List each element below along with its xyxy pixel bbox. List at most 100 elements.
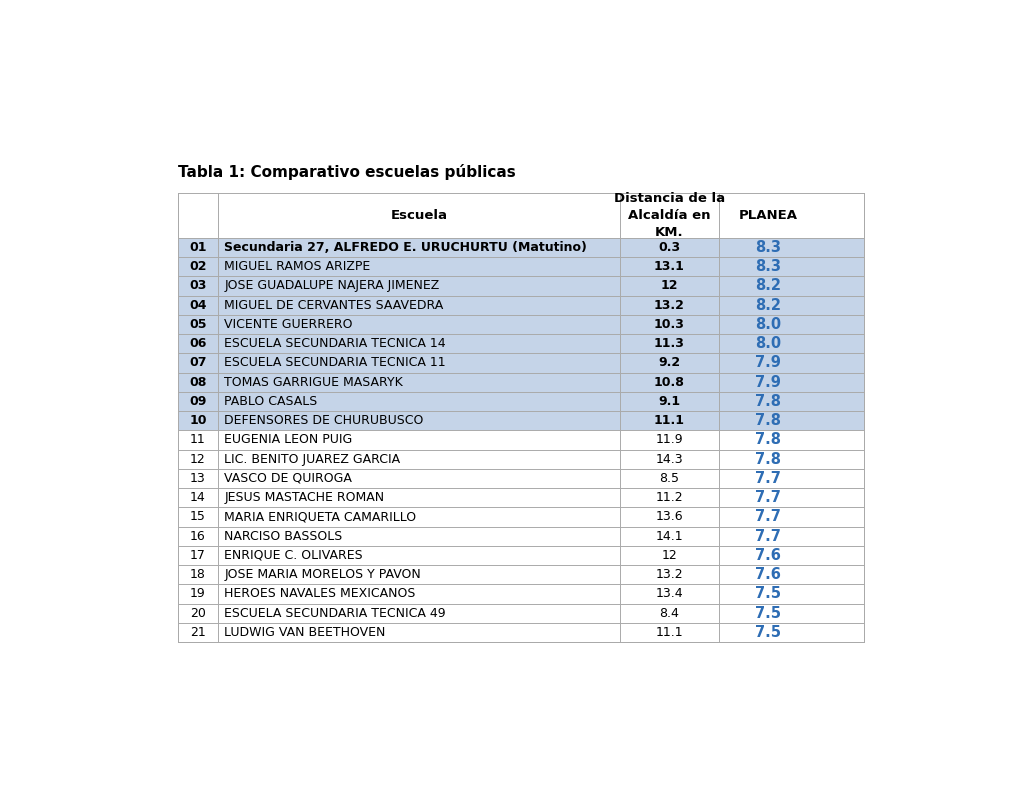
Text: MIGUEL RAMOS ARIZPE: MIGUEL RAMOS ARIZPE [224,260,370,273]
Text: 8.4: 8.4 [658,607,679,619]
Bar [177,546,863,565]
Text: 13.6: 13.6 [655,511,683,523]
Bar [177,430,863,449]
Text: HEROES NAVALES MEXICANOS: HEROES NAVALES MEXICANOS [224,587,416,600]
Text: JOSE MARIA MORELOS Y PAVON: JOSE MARIA MORELOS Y PAVON [224,568,421,582]
Text: 7.8: 7.8 [755,452,781,466]
Text: 13.4: 13.4 [655,587,683,600]
Text: NARCISO BASSOLS: NARCISO BASSOLS [224,530,342,543]
Text: 8.0: 8.0 [755,336,781,351]
Text: ENRIQUE C. OLIVARES: ENRIQUE C. OLIVARES [224,549,363,562]
Text: 7.7: 7.7 [755,509,781,524]
Text: 16: 16 [190,530,206,543]
Text: 7.6: 7.6 [755,548,781,563]
Text: 11.9: 11.9 [655,433,683,447]
Text: 13: 13 [190,472,206,485]
Text: 7.5: 7.5 [755,586,781,601]
Text: 0.3: 0.3 [657,241,680,254]
Text: Secundaria 27, ALFREDO E. URUCHURTU (Matutino): Secundaria 27, ALFREDO E. URUCHURTU (Mat… [224,241,587,254]
Text: 11.2: 11.2 [655,491,683,504]
Bar [177,314,863,334]
Text: 01: 01 [190,241,207,254]
Text: Tabla 1: Comparativo escuelas públicas: Tabla 1: Comparativo escuelas públicas [177,164,516,180]
Text: 7.9: 7.9 [755,374,781,389]
Text: 8.3: 8.3 [755,240,781,255]
Bar [177,392,863,411]
Text: 05: 05 [190,318,207,331]
Bar [177,469,863,488]
Text: 7.6: 7.6 [755,567,781,582]
Text: 7.5: 7.5 [755,625,781,640]
Text: 9.1: 9.1 [657,395,680,408]
Bar [177,373,863,392]
Text: 9.2: 9.2 [657,356,680,370]
Text: 18: 18 [190,568,206,582]
Text: 11: 11 [190,433,206,447]
Text: 07: 07 [190,356,207,370]
Text: 13.1: 13.1 [653,260,684,273]
Bar [177,277,863,296]
Text: 10.8: 10.8 [653,376,684,388]
Text: 06: 06 [190,337,207,350]
Text: 14: 14 [190,491,206,504]
Text: Escuela: Escuela [390,209,447,222]
Text: ESCUELA SECUNDARIA TECNICA 14: ESCUELA SECUNDARIA TECNICA 14 [224,337,445,350]
Text: 8.0: 8.0 [755,317,781,332]
Text: 7.5: 7.5 [755,606,781,621]
Text: 8.2: 8.2 [755,298,781,313]
Text: JESUS MASTACHE ROMAN: JESUS MASTACHE ROMAN [224,491,384,504]
Text: DEFENSORES DE CHURUBUSCO: DEFENSORES DE CHURUBUSCO [224,414,423,427]
Text: 20: 20 [190,607,206,619]
Text: 7.9: 7.9 [755,355,781,370]
Bar [177,623,863,642]
Text: 13.2: 13.2 [653,299,684,312]
Text: 03: 03 [190,280,207,292]
Text: EUGENIA LEON PUIG: EUGENIA LEON PUIG [224,433,353,447]
Bar [177,193,863,238]
Text: 12: 12 [190,452,206,466]
Text: LUDWIG VAN BEETHOVEN: LUDWIG VAN BEETHOVEN [224,626,385,639]
Text: 11.1: 11.1 [653,414,684,427]
Bar [177,565,863,584]
Text: 8.5: 8.5 [658,472,679,485]
Text: LIC. BENITO JUAREZ GARCIA: LIC. BENITO JUAREZ GARCIA [224,452,400,466]
Text: TOMAS GARRIGUE MASARYK: TOMAS GARRIGUE MASARYK [224,376,403,388]
Text: ESCUELA SECUNDARIA TECNICA 11: ESCUELA SECUNDARIA TECNICA 11 [224,356,445,370]
Bar [177,296,863,314]
Text: MARIA ENRIQUETA CAMARILLO: MARIA ENRIQUETA CAMARILLO [224,511,416,523]
Text: 12: 12 [660,280,678,292]
Text: 11.3: 11.3 [653,337,684,350]
Text: PLANEA: PLANEA [738,209,797,222]
Bar [177,449,863,469]
Text: 14.1: 14.1 [655,530,683,543]
Text: JOSE GUADALUPE NAJERA JIMENEZ: JOSE GUADALUPE NAJERA JIMENEZ [224,280,439,292]
Text: 08: 08 [190,376,207,388]
Bar [177,584,863,604]
Text: 8.3: 8.3 [755,259,781,274]
Text: 7.7: 7.7 [755,529,781,544]
Bar [177,257,863,277]
Text: 7.8: 7.8 [755,433,781,448]
Text: 7.8: 7.8 [755,413,781,428]
Text: 02: 02 [190,260,207,273]
Text: ESCUELA SECUNDARIA TECNICA 49: ESCUELA SECUNDARIA TECNICA 49 [224,607,445,619]
Text: 19: 19 [190,587,206,600]
Text: 8.2: 8.2 [755,278,781,293]
Text: 09: 09 [190,395,207,408]
Bar [177,238,863,257]
Text: 14.3: 14.3 [655,452,683,466]
Bar [177,604,863,623]
Bar [177,526,863,546]
Bar [177,488,863,507]
Text: 7.7: 7.7 [755,490,781,505]
Bar [177,353,863,373]
Text: VICENTE GUERRERO: VICENTE GUERRERO [224,318,353,331]
Text: 10: 10 [190,414,207,427]
Text: 15: 15 [190,511,206,523]
Bar [177,411,863,430]
Text: 13.2: 13.2 [655,568,683,582]
Text: PABLO CASALS: PABLO CASALS [224,395,317,408]
Text: 11.1: 11.1 [655,626,683,639]
Text: VASCO DE QUIROGA: VASCO DE QUIROGA [224,472,352,485]
Text: 04: 04 [190,299,207,312]
